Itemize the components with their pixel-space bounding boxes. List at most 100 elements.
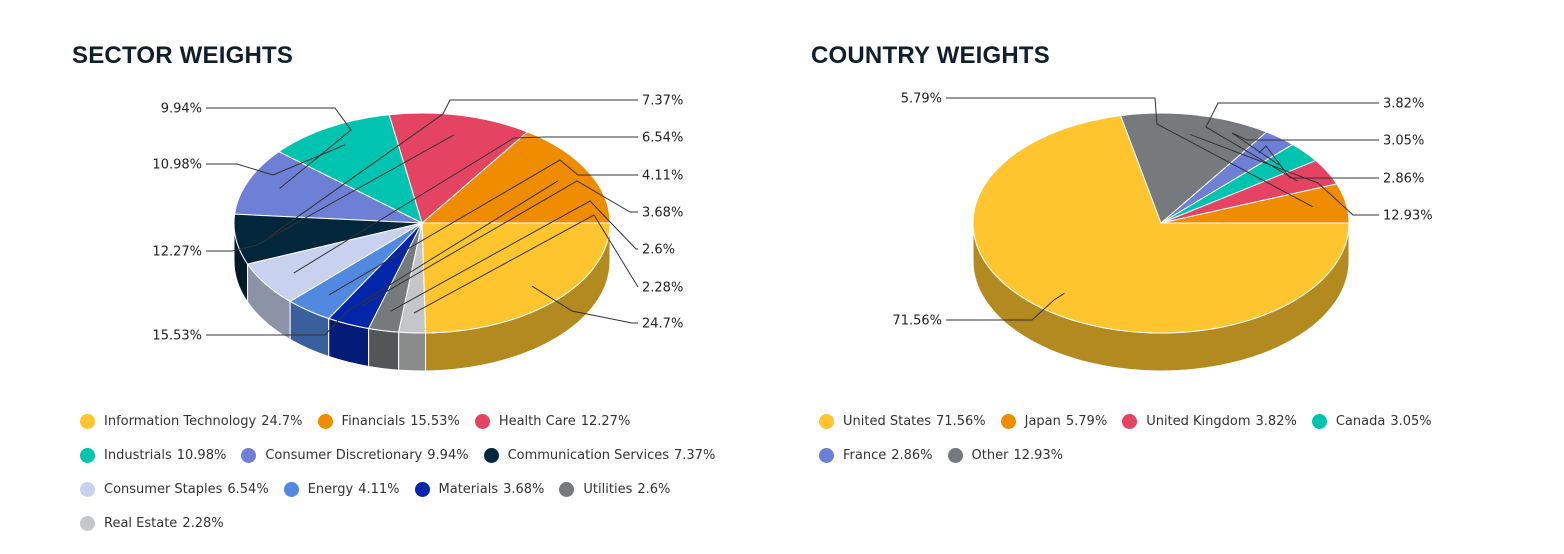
pie-data-label-industrials: 10.98% <box>152 158 202 173</box>
legend-item-health-care[interactable]: Health Care 12.27% <box>474 409 630 433</box>
legend-swatch <box>1311 413 1327 429</box>
legend-item-industrials[interactable]: Industrials 10.98% <box>80 443 226 467</box>
pie-slice-industrials[interactable] <box>278 114 423 224</box>
legend-swatch <box>1000 413 1016 429</box>
pie-slice-health-care[interactable] <box>388 112 528 224</box>
legend-item-energy[interactable]: Energy 4.11% <box>283 477 400 501</box>
pie-connector-united-kingdom <box>1205 102 1379 182</box>
legend-swatch <box>819 413 834 429</box>
pie-connector-other <box>1189 133 1379 216</box>
legend-value: 2.86% <box>891 447 933 463</box>
legend-swatch <box>80 481 95 497</box>
legend-label: Health Care <box>498 413 576 429</box>
pie-data-label-united-states: 71.56% <box>892 314 942 329</box>
country-weights-legend: United States 71.56% Japan 5.79% United King… <box>819 409 1479 467</box>
legend-value: 10.98% <box>176 447 227 463</box>
legend-label: Consumer Staples <box>104 481 223 497</box>
legend-item-utilities[interactable]: Utilities 2.6% <box>559 477 670 501</box>
legend-swatch <box>80 515 95 531</box>
pie-side-real-estate <box>398 331 427 372</box>
legend-swatch <box>241 447 257 463</box>
legend-value: 3.82% <box>1255 413 1297 429</box>
legend-item-financials[interactable]: Financials 15.53% <box>317 409 460 433</box>
pie-connector-canada <box>1231 132 1379 166</box>
legend-value: 7.37% <box>674 447 716 463</box>
pie-data-label-united-kingdom: 3.82% <box>1383 97 1424 112</box>
pie-slice-real-estate[interactable] <box>398 222 427 334</box>
pie-data-label-energy: 4.11% <box>642 169 683 184</box>
legend-item-other[interactable]: Other 12.93% <box>947 443 1064 467</box>
pie-data-label-communication-services: 7.37% <box>642 94 683 109</box>
legend-swatch <box>414 481 430 497</box>
pie-connector-united-states <box>946 292 1065 321</box>
legend-item-information-technology[interactable]: Information Technology 24.7% <box>80 409 303 433</box>
legend-label: Japan <box>1024 413 1061 429</box>
legend-label: United States <box>843 413 932 429</box>
legend-label: Consumer Discretionary <box>265 447 423 463</box>
pie-data-label-utilities: 2.6% <box>642 243 675 258</box>
pie-data-label-information-technology: 24.7% <box>642 317 683 332</box>
legend-label: Real Estate <box>104 515 178 531</box>
legend-label: Communication Services <box>507 447 669 463</box>
pie-data-label-consumer-discretionary: 9.94% <box>161 102 202 117</box>
pie-connector-france <box>1258 145 1379 179</box>
pie-connector-health-care <box>206 134 455 252</box>
legend-label: Materials <box>438 481 499 497</box>
legend-label: Other <box>971 447 1009 463</box>
pie-connector-utilities <box>390 200 638 312</box>
legend-swatch <box>80 413 95 429</box>
pie-connector-financials <box>206 180 559 336</box>
pie-data-label-france: 2.86% <box>1383 172 1424 187</box>
legend-value: 5.79% <box>1065 413 1108 429</box>
legend-label: Canada <box>1335 413 1386 429</box>
legend-swatch <box>80 447 95 463</box>
legend-value: 6.54% <box>227 481 269 497</box>
legend-value: 9.94% <box>427 447 469 463</box>
legend-item-communication-services[interactable]: Communication Services 7.37% <box>483 443 716 467</box>
legend-item-united-kingdom[interactable]: United Kingdom 3.82% <box>1122 409 1297 433</box>
legend-item-france[interactable]: France 2.86% <box>819 443 933 467</box>
pie-data-label-japan: 5.79% <box>901 92 942 107</box>
legend-item-united-states[interactable]: United States 71.56% <box>819 409 986 433</box>
legend-label: France <box>843 447 887 463</box>
legend-item-real-estate[interactable]: Real Estate 2.28% <box>80 511 224 535</box>
legend-swatch <box>559 481 575 497</box>
pie-slice-consumer-discretionary[interactable] <box>234 151 423 224</box>
legend-item-canada[interactable]: Canada 3.05% <box>1311 409 1432 433</box>
legend-value: 4.11% <box>358 481 400 497</box>
sector-weights-title: SECTOR WEIGHTS <box>72 42 294 69</box>
legend-label: Energy <box>307 481 354 497</box>
legend-value: 3.05% <box>1390 413 1432 429</box>
legend-item-japan[interactable]: Japan 5.79% <box>1000 409 1108 433</box>
legend-value: 2.28% <box>182 515 224 531</box>
pie-slice-united-states[interactable] <box>972 115 1350 334</box>
legend-label: United Kingdom <box>1146 413 1251 429</box>
pie-data-label-financials: 15.53% <box>152 329 202 344</box>
legend-item-consumer-staples[interactable]: Consumer Staples 6.54% <box>80 477 269 501</box>
pie-slice-other[interactable] <box>1120 112 1267 224</box>
legend-value: 3.68% <box>503 481 545 497</box>
pie-slice-information-technology[interactable] <box>421 222 611 334</box>
pie-data-label-canada: 3.05% <box>1383 134 1424 149</box>
pie-data-label-other: 12.93% <box>1383 209 1433 224</box>
country-weights-panel: COUNTRY WEIGHTS 71.56% 5.79% 3.82% 3.05% 2.8… <box>782 0 1542 554</box>
legend-swatch <box>1122 413 1138 429</box>
pie-connector-japan <box>946 97 1313 208</box>
legend-label: Financials <box>341 413 406 429</box>
legend-value: 12.93% <box>1013 447 1064 463</box>
pie-connector-communication-services <box>269 99 638 237</box>
legend-value: 71.56% <box>936 413 986 429</box>
country-weights-title: COUNTRY WEIGHTS <box>811 42 1051 69</box>
legend-item-consumer-discretionary[interactable]: Consumer Discretionary 9.94% <box>241 443 469 467</box>
pie-connector-consumer-staples <box>293 136 638 274</box>
legend-swatch <box>819 447 834 463</box>
legend-label: Utilities <box>583 481 633 497</box>
legend-swatch <box>483 447 499 463</box>
pie-connector-materials <box>361 180 638 307</box>
legend-item-materials[interactable]: Materials 3.68% <box>414 477 545 501</box>
legend-label: Information Technology <box>104 413 257 429</box>
pie-data-label-materials: 3.68% <box>642 206 683 221</box>
legend-value: 2.6% <box>637 481 671 497</box>
legend-swatch <box>317 413 333 429</box>
pie-side-utilities <box>368 327 400 371</box>
